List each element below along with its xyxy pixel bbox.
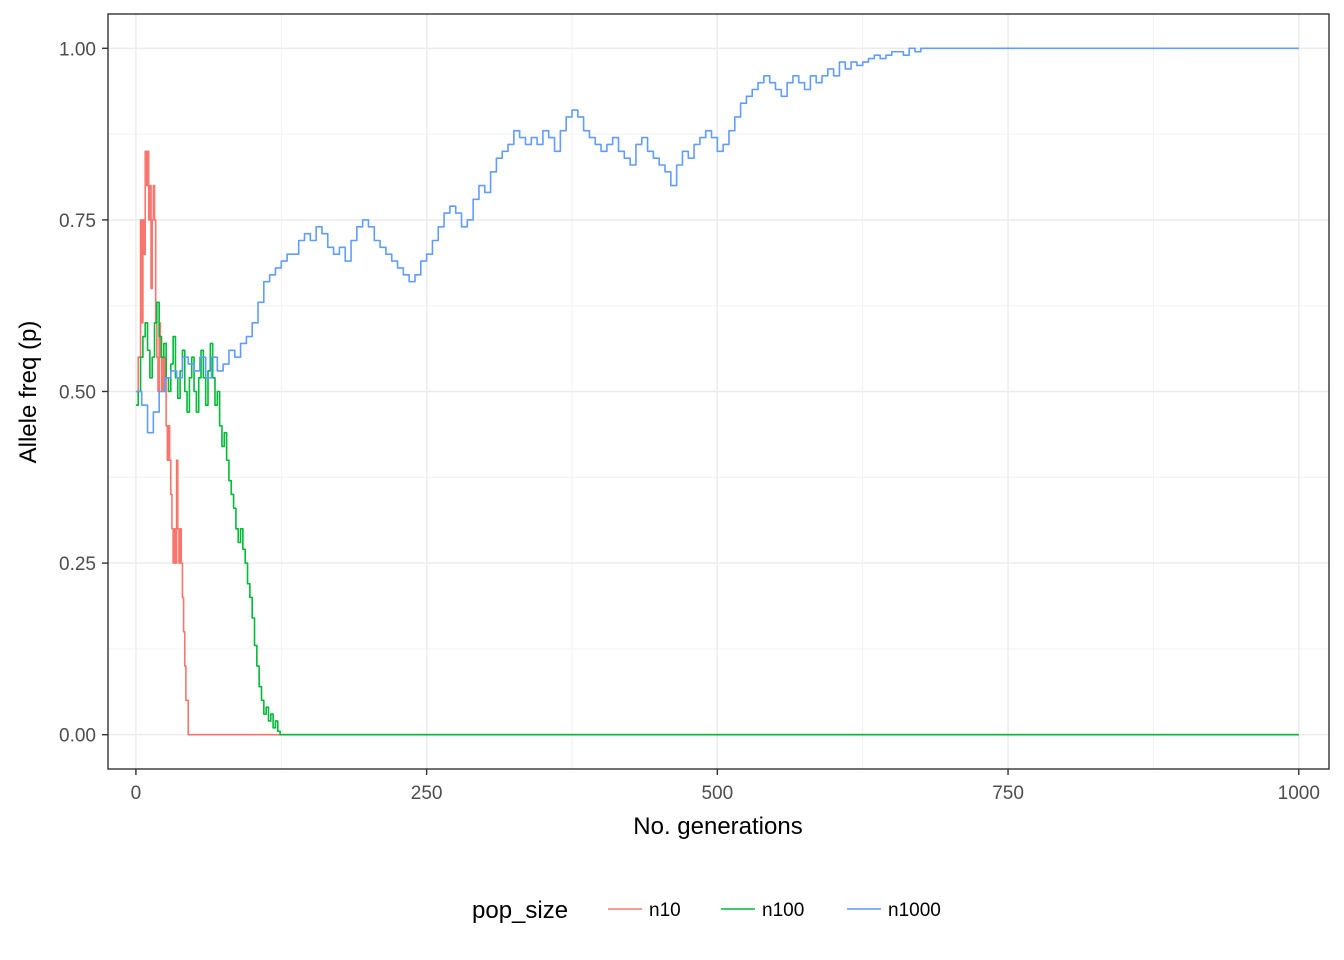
y-tick-labels: 0.00 0.25 0.50 0.75 1.00 xyxy=(59,39,96,746)
x-tick-labels: 0 250 500 750 1000 xyxy=(131,783,1320,804)
y-tick-label: 1.00 xyxy=(59,39,96,60)
x-axis-title: No. generations xyxy=(633,813,802,840)
x-tick-label: 0 xyxy=(131,783,142,804)
series-lines xyxy=(135,47,1299,736)
legend-title: pop_size xyxy=(472,897,568,924)
x-tick-label: 500 xyxy=(701,783,733,804)
y-tick-label: 0.25 xyxy=(59,554,96,575)
x-tick-label: 1000 xyxy=(1278,783,1320,804)
x-tick-label: 250 xyxy=(411,783,443,804)
y-axis-title: Allele freq (p) xyxy=(15,321,42,464)
minor-gridlines xyxy=(108,14,1329,769)
series-line-n1000 xyxy=(135,47,1299,434)
y-tick-label: 0.00 xyxy=(59,726,96,747)
axis-ticks xyxy=(102,47,1300,775)
y-tick-label: 0.50 xyxy=(59,383,96,404)
legend-label-n100: n100 xyxy=(762,900,804,921)
legend-label-n10: n10 xyxy=(649,900,681,921)
legend-label-n1000: n1000 xyxy=(888,900,941,921)
x-tick-label: 750 xyxy=(992,783,1024,804)
series-line-n100 xyxy=(135,301,1299,736)
y-tick-label: 0.75 xyxy=(59,211,96,232)
legend: pop_size n10 n100 n1000 xyxy=(472,897,941,924)
major-gridlines xyxy=(108,14,1329,769)
